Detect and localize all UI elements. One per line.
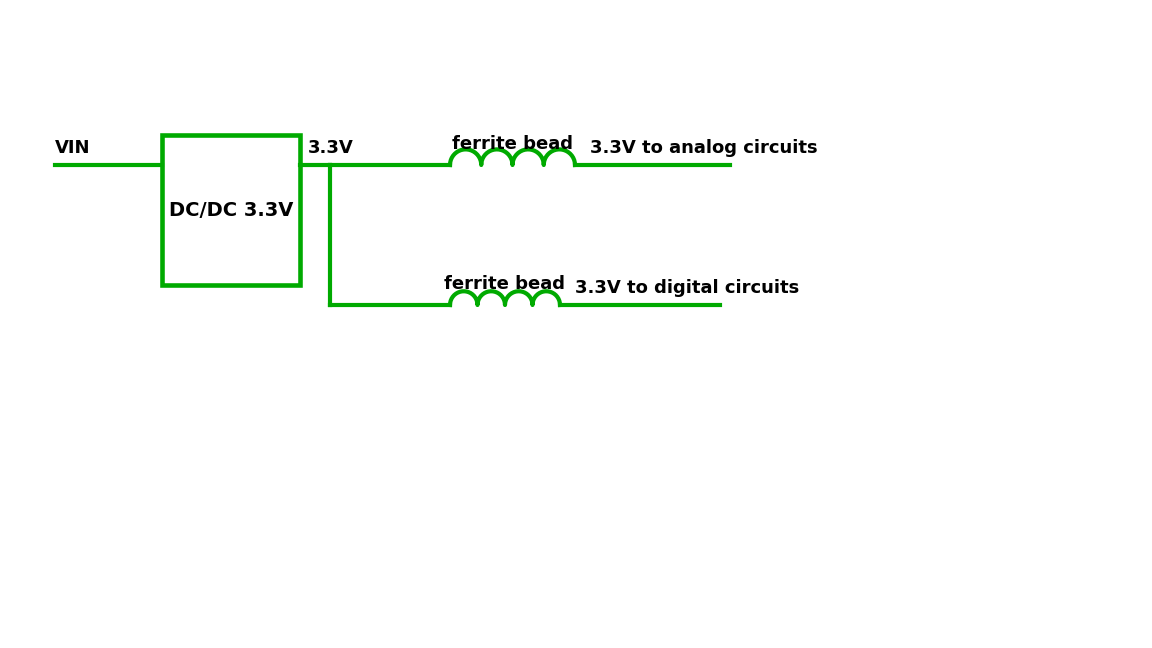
Text: ferrite bead: ferrite bead (452, 135, 573, 153)
Text: 3.3V: 3.3V (308, 139, 354, 157)
Text: DC/DC 3.3V: DC/DC 3.3V (169, 200, 294, 220)
Bar (162, 135, 300, 285)
Text: 3.3V to analog circuits: 3.3V to analog circuits (590, 139, 818, 157)
Text: 3.3V to digital circuits: 3.3V to digital circuits (575, 279, 799, 297)
Text: VIN: VIN (55, 139, 91, 157)
Text: ferrite bead: ferrite bead (445, 275, 566, 293)
